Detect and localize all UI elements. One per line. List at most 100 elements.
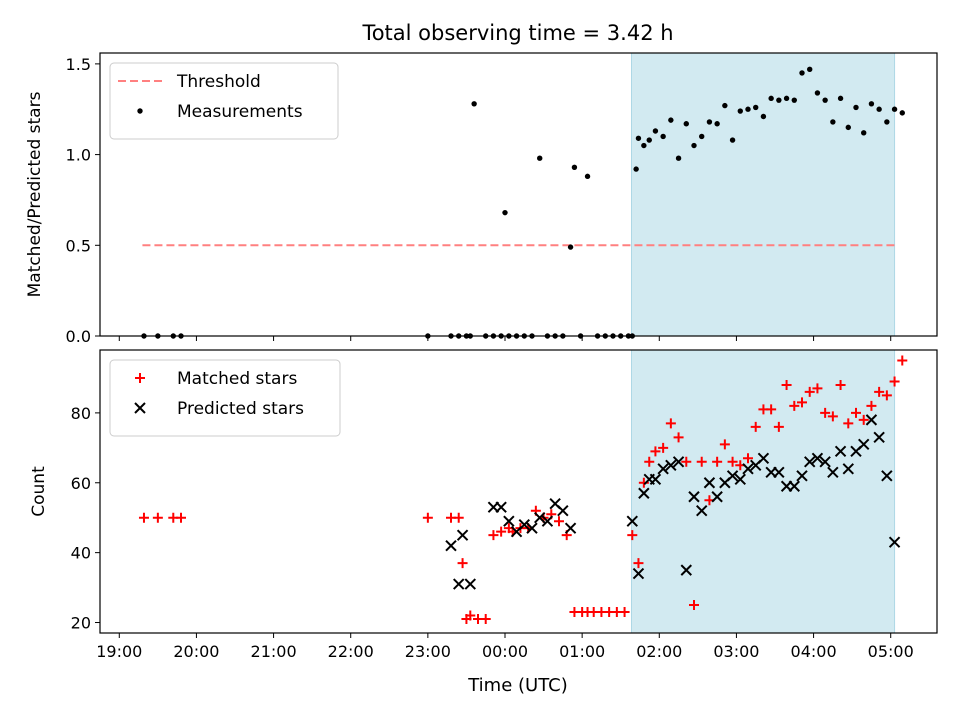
legend-label: Matched stars bbox=[177, 369, 297, 389]
data-point bbox=[804, 386, 815, 397]
data-point bbox=[502, 209, 508, 216]
data-point bbox=[743, 453, 753, 464]
data-point bbox=[471, 101, 477, 107]
y-axis-label: Count bbox=[29, 466, 49, 517]
y-tick-label: 1.0 bbox=[66, 146, 91, 165]
data-point bbox=[827, 411, 838, 422]
data-point bbox=[681, 456, 692, 467]
data-point bbox=[811, 452, 824, 465]
data-point bbox=[567, 244, 574, 250]
data-point bbox=[649, 473, 662, 485]
data-point bbox=[706, 119, 713, 125]
data-point bbox=[699, 133, 705, 140]
data-point bbox=[554, 516, 564, 527]
top-panel: 0.0 0.5 1.0 1.5 Matched/Predicted stars Thres… bbox=[25, 52, 938, 346]
data-point bbox=[626, 515, 638, 527]
data-point bbox=[768, 95, 774, 102]
data-point bbox=[766, 404, 777, 415]
data-point bbox=[453, 578, 465, 590]
data-point bbox=[788, 480, 800, 492]
axes-frame bbox=[99, 52, 938, 337]
legend-label: Measurements bbox=[177, 102, 303, 122]
observing-window-band bbox=[631, 52, 896, 337]
data-point bbox=[457, 558, 468, 569]
observing-window-band bbox=[631, 349, 896, 634]
data-point bbox=[138, 512, 149, 523]
legend-label: Predicted stars bbox=[177, 399, 304, 419]
legend-box bbox=[109, 359, 341, 437]
data-point bbox=[518, 518, 530, 531]
data-point bbox=[888, 536, 901, 548]
data-point bbox=[480, 614, 491, 625]
data-point bbox=[773, 421, 784, 432]
data-point bbox=[750, 421, 761, 432]
data-point bbox=[680, 564, 692, 576]
legend-swatch bbox=[135, 373, 145, 383]
data-point bbox=[633, 166, 639, 172]
data-point bbox=[633, 558, 644, 569]
data-point bbox=[496, 526, 507, 537]
x-tick-label: 21:00 bbox=[251, 642, 297, 661]
x-tick-label: 03:00 bbox=[713, 642, 759, 661]
data-point bbox=[858, 414, 869, 425]
data-point bbox=[726, 470, 739, 482]
data-point bbox=[783, 95, 790, 102]
data-point bbox=[465, 610, 476, 621]
y-tick-label: 20 bbox=[71, 614, 91, 633]
data-point bbox=[657, 463, 669, 475]
data-point bbox=[683, 121, 689, 127]
data-point bbox=[753, 104, 759, 111]
data-point bbox=[760, 113, 767, 120]
data-point bbox=[796, 470, 808, 482]
data-point bbox=[727, 456, 738, 467]
data-point bbox=[814, 90, 821, 96]
data-point bbox=[876, 106, 882, 112]
data-point bbox=[658, 442, 669, 453]
data-point bbox=[737, 108, 743, 114]
data-point bbox=[830, 119, 836, 125]
legend: Matched stars Predicted stars bbox=[109, 359, 341, 437]
data-point bbox=[797, 397, 807, 408]
axes-frame bbox=[99, 349, 938, 634]
data-point bbox=[641, 142, 647, 149]
data-point bbox=[776, 97, 782, 103]
data-point bbox=[714, 121, 720, 127]
data-point bbox=[696, 456, 707, 467]
y-tick-label: 60 bbox=[71, 474, 91, 493]
data-point bbox=[891, 106, 898, 112]
data-point bbox=[851, 407, 861, 418]
data-point bbox=[791, 97, 797, 103]
legend: Threshold Measurements bbox=[109, 62, 339, 140]
data-point bbox=[584, 173, 591, 180]
chart-title: Total observing time = 3.42 h bbox=[361, 21, 673, 45]
data-point bbox=[866, 400, 877, 411]
data-point bbox=[665, 418, 676, 429]
data-point bbox=[865, 414, 878, 426]
data-point bbox=[665, 459, 677, 472]
data-point bbox=[729, 137, 736, 143]
x-tick-label: 01:00 bbox=[559, 642, 605, 661]
data-point bbox=[503, 515, 515, 527]
data-point bbox=[422, 512, 433, 523]
data-point bbox=[635, 135, 642, 141]
data-point bbox=[571, 164, 578, 170]
data-point bbox=[712, 456, 723, 467]
legend-swatch bbox=[134, 402, 146, 414]
data-point bbox=[874, 386, 885, 397]
data-point bbox=[534, 511, 546, 524]
data-point bbox=[660, 133, 666, 140]
data-point bbox=[488, 530, 499, 541]
data-point bbox=[453, 512, 464, 523]
data-point bbox=[819, 456, 831, 468]
data-point bbox=[537, 155, 543, 161]
data-point bbox=[696, 505, 708, 517]
y-tick-label: 0.0 bbox=[66, 327, 91, 346]
data-point bbox=[742, 463, 754, 475]
data-point bbox=[627, 530, 638, 541]
data-point bbox=[804, 456, 816, 468]
data-point bbox=[881, 390, 892, 401]
y-tick-label: 1.5 bbox=[66, 55, 91, 74]
x-axis-label: Time (UTC) bbox=[467, 675, 568, 696]
x-tick-label: 20:00 bbox=[173, 642, 219, 661]
